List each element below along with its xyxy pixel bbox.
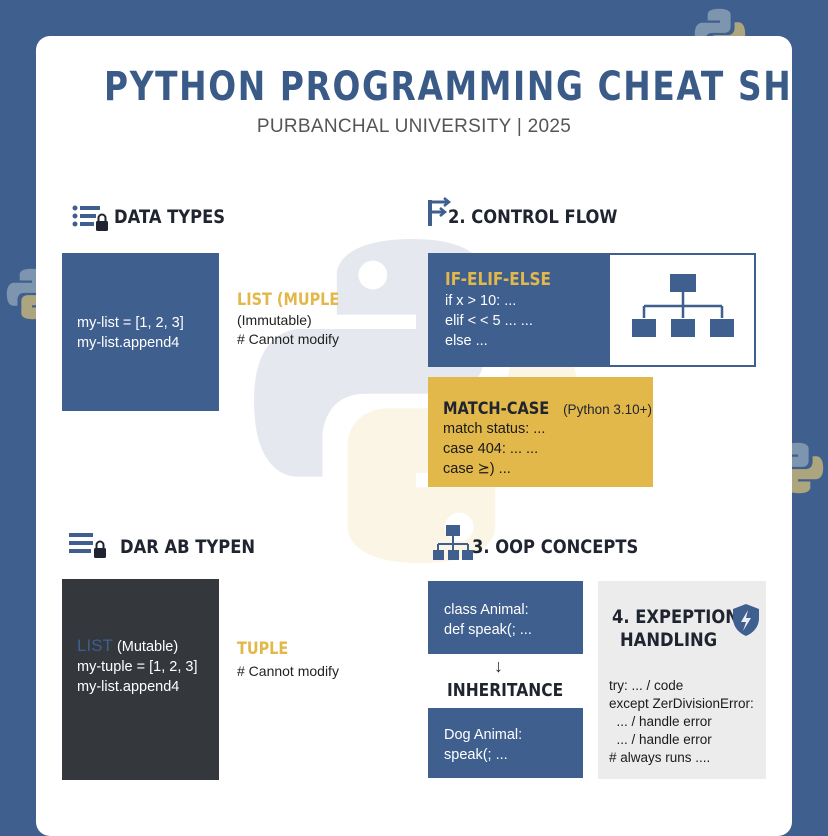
code-line: if x > 10: ... (445, 293, 517, 309)
tuple-side-info: TUPLE # Cannot modify (237, 639, 407, 679)
code-line: # always runs .... (609, 750, 711, 765)
code-line: else ... (445, 333, 488, 349)
code-line: try: ... / code (609, 678, 684, 693)
flowchart-panel (608, 253, 756, 367)
code-line: ... / handle error (609, 714, 712, 729)
code-line: my-list.append4 (77, 335, 180, 351)
data-types-2-heading: DAR AB TYPEN (120, 536, 256, 558)
branch-icon (428, 197, 452, 226)
hierarchy-icon (632, 274, 734, 337)
exception-handling-box: 4. EXPEPTION HANDLING try: ... / code ex… (598, 581, 766, 779)
list-code-box: my-list = [1, 2, 3] my-list.append4 (62, 253, 219, 411)
code-line: my-list = [1, 2, 3] (77, 315, 184, 331)
list-label: LIST (MUPLE (237, 290, 340, 310)
list-lock-icon (72, 205, 108, 231)
list-side-info: LIST (MUPLE (Immutable) # Cannot modify (237, 290, 407, 347)
cheat-sheet-card: PYTHON PROGRAMMING CHEAT SHEET PURBANCHA… (36, 36, 792, 836)
code-line: def speak(; ... (444, 622, 532, 638)
control-flow-heading: 2. CONTROL FLOW (448, 206, 618, 228)
code-line: speak(; ... (444, 747, 508, 763)
mutable-label: (Mutable) (116, 639, 179, 655)
code-line: case 404: ... ... (443, 441, 539, 457)
exception-heading-line1: 4. EXPEPTION (612, 606, 739, 628)
if-elif-else-box: IF-ELIF-ELSE if x > 10: ... elif < < 5 .… (428, 253, 608, 367)
code-line: my-tuple = [1, 2, 3] (77, 659, 198, 675)
page-title: PYTHON PROGRAMMING CHEAT SHEET (104, 64, 792, 110)
oop-heading: 3. OOP CONCEPTS (472, 536, 639, 558)
class-animal-box: class Animal: def speak(; ... (428, 581, 583, 654)
code-line: elif < < 5 ... ... (445, 313, 533, 329)
code-line: my-list.append4 (77, 679, 180, 695)
data-types-heading: DATA TYPES (114, 206, 226, 228)
if-elif-else-title: IF-ELIF-ELSE (445, 269, 551, 290)
match-case-version: (Python 3.10+) (563, 402, 652, 417)
dog-animal-box: Dog Animal: speak(; ... (428, 708, 583, 778)
tuple-label: TUPLE (237, 639, 289, 659)
tuple-code-box: LIST (Mutable) my-tuple = [1, 2, 3] my-l… (62, 579, 219, 780)
page-subtitle: PURBANCHAL UNIVERSITY | 2025 (256, 116, 572, 137)
immutable-note: (Immutable) (237, 312, 312, 328)
watermark: @ Ragnar_bnb (624, 790, 760, 811)
code-line: case ⪰) ... (443, 461, 511, 477)
list-keyword: LIST (77, 636, 113, 655)
code-line: class Animal: (444, 602, 529, 618)
match-case-title: MATCH-CASE (443, 399, 550, 419)
code-line: Dog Animal: (444, 727, 523, 743)
code-line: except ZerDivisionError: (609, 696, 754, 711)
shield-bolt-icon (733, 604, 759, 636)
code-line: match status: ... (443, 421, 546, 437)
match-case-box: MATCH-CASE (Python 3.10+) match status: … (428, 377, 653, 487)
exception-heading-line2: HANDLING (620, 629, 718, 651)
list-lock-icon (69, 533, 106, 558)
hierarchy-icon (433, 525, 473, 560)
cannot-modify-note: # Cannot modify (237, 663, 339, 679)
down-arrow-icon: ↓ (494, 656, 503, 676)
cannot-modify-note: # Cannot modify (237, 331, 339, 347)
inheritance-label: INHERITANCE (447, 680, 564, 701)
code-line: ... / handle error (609, 732, 712, 747)
